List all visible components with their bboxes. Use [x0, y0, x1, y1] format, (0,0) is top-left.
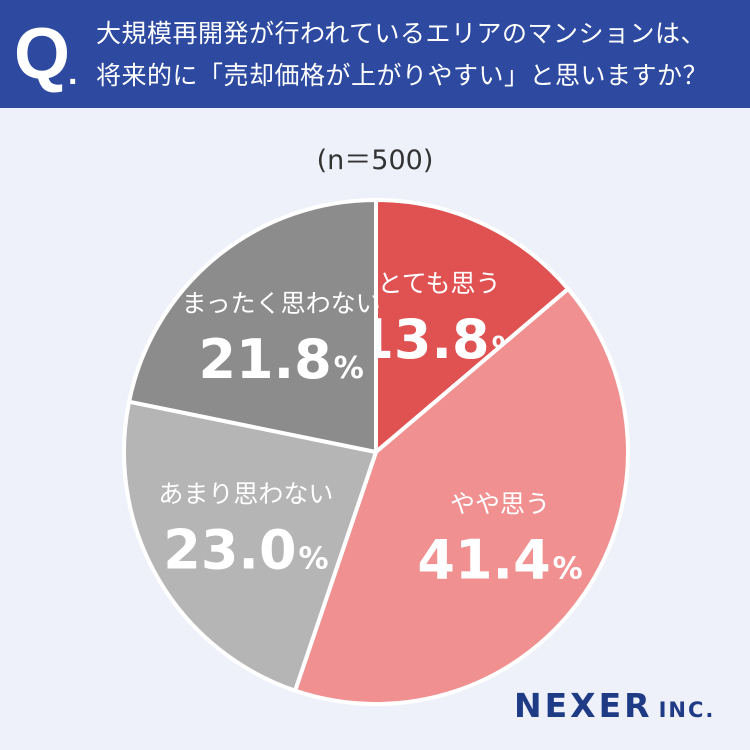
question-text-line-2: 将来的に「売却価格が上がりやすい」と思いますか？: [96, 61, 709, 90]
slice-label-3: あまり思わない: [158, 480, 333, 509]
question-mark-dot: .: [68, 54, 78, 92]
question-mark: Q: [14, 14, 71, 94]
slice-value-4: 21.8%: [198, 328, 363, 391]
pie-slice-1: [374, 198, 571, 454]
slice-label-4: まったく思わない: [182, 289, 381, 318]
pie-slice-4: [127, 198, 378, 454]
pie-slice-2: [293, 286, 630, 706]
slice-value-3: 23.0%: [163, 519, 328, 582]
sample-size-label: (n＝500): [316, 145, 434, 176]
company-logo: NEXER INC.: [514, 686, 715, 725]
logo-main-text: NEXER: [514, 686, 653, 725]
slice-value-2: 41.4%: [417, 528, 582, 591]
slice-label-2: やや思う: [450, 489, 550, 518]
logo-sub-text: INC.: [658, 698, 716, 722]
question-text-line-1: 大規模再開発が行われているエリアのマンションは、: [96, 19, 707, 48]
question-header: Q . 大規模再開発が行われているエリアのマンションは、 将来的に「売却価格が上…: [0, 0, 750, 108]
pie-slice-3: [122, 399, 378, 693]
slice-label-1: とても思う: [378, 269, 501, 298]
